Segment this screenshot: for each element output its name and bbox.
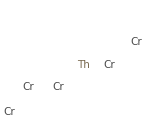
Text: Cr: Cr [52,82,64,92]
Text: Cr: Cr [3,107,15,117]
Text: Th: Th [77,60,90,70]
Text: Cr: Cr [103,60,115,70]
Text: Cr: Cr [130,37,142,47]
Text: Cr: Cr [22,82,34,92]
